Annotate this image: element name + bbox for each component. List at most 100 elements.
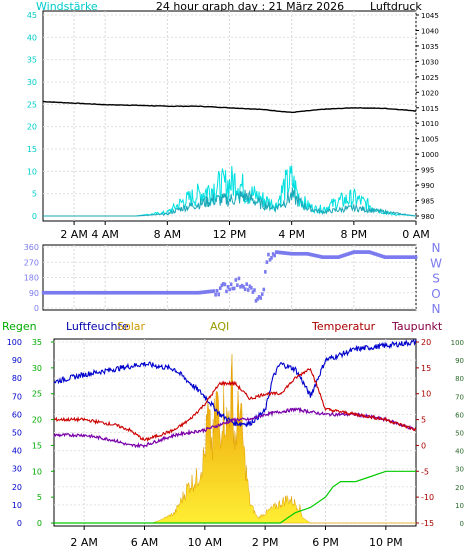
direction-point	[48, 290, 51, 295]
direction-point	[93, 290, 96, 295]
y-tick-label-rain: 25	[32, 390, 42, 399]
y-tick-label-temp: 20	[421, 338, 431, 347]
direction-point	[68, 290, 71, 295]
y-tick-label-right: 1020	[421, 89, 439, 97]
direction-point	[245, 282, 248, 286]
direction-point	[178, 290, 182, 295]
direction-point	[337, 255, 340, 259]
direction-point	[397, 255, 401, 259]
y-tick-label-humidity: 20	[12, 483, 22, 492]
y-tick-label-far-right: 30	[455, 466, 464, 474]
direction-point	[203, 290, 207, 294]
direction-point	[130, 290, 133, 295]
x-tick-label: 12 PM	[213, 228, 247, 241]
direction-point	[365, 250, 368, 254]
x-tick-label: 10 PM	[369, 536, 403, 549]
series-dewpoint	[53, 406, 417, 449]
legend-aqi: AQI	[210, 320, 229, 333]
direction-point	[229, 282, 233, 287]
direction-point	[110, 290, 113, 295]
direction-point	[86, 290, 90, 295]
direction-point	[264, 270, 267, 274]
direction-point	[206, 289, 210, 294]
y-tick-label-left: 25	[27, 100, 37, 109]
compass-label: N	[432, 241, 441, 255]
x-tick-label: 2 PM	[252, 536, 279, 549]
legend-solar: Solar	[117, 320, 146, 333]
direction-point	[208, 289, 211, 294]
x-tick-label: 10 AM	[188, 536, 223, 549]
direction-point	[354, 250, 357, 254]
direction-point	[407, 255, 410, 259]
direction-point	[153, 290, 157, 295]
x-tick-label: 2 AM	[70, 536, 98, 549]
direction-point	[156, 290, 160, 295]
direction-point	[116, 290, 119, 295]
y-tick-label-temp: 0	[421, 441, 426, 450]
direction-point	[408, 255, 412, 259]
y-tick-label-temp: -5	[421, 467, 429, 476]
direction-point	[399, 255, 402, 259]
direction-point	[386, 255, 390, 259]
direction-point	[340, 254, 343, 258]
direction-point	[319, 255, 323, 259]
y-tick-label: 0	[34, 304, 39, 313]
direction-point	[223, 282, 227, 287]
direction-point	[108, 290, 112, 295]
x-tick-label: 6 AM	[131, 536, 159, 549]
y-tick-label-far-right: 40	[455, 448, 464, 456]
direction-point	[141, 290, 144, 295]
y-tick-label-far-right: 80	[455, 375, 464, 383]
direction-point	[310, 252, 314, 257]
y-tick-label-humidity: 100	[7, 338, 22, 347]
y-tick-label-left: 40	[27, 33, 37, 42]
direction-point	[147, 290, 151, 295]
y-tick-label-humidity: 80	[12, 374, 22, 383]
direction-point	[226, 285, 230, 289]
y-tick-label-left: 10	[27, 167, 37, 176]
direction-point	[222, 282, 225, 286]
y-tick-label-temp: 5	[421, 416, 426, 425]
y-tick-label-right: 1040	[421, 27, 439, 35]
y-tick-label-temp: 15	[421, 364, 431, 373]
direction-point	[170, 290, 174, 295]
y-tick-label-rain: 20	[32, 416, 42, 425]
legend-regen: Regen	[2, 320, 37, 333]
direction-point	[85, 290, 88, 295]
direction-point	[343, 253, 346, 257]
y-tick-label-right: 1010	[421, 120, 439, 128]
direction-point	[346, 252, 350, 256]
direction-point	[268, 257, 272, 262]
direction-point	[282, 251, 286, 255]
direction-point	[239, 285, 242, 289]
direction-point	[57, 290, 60, 295]
y-tick-label-humidity: 60	[12, 410, 22, 419]
direction-point	[321, 255, 325, 259]
direction-point	[131, 290, 135, 295]
y-tick-label-humidity: 10	[12, 501, 22, 510]
direction-point	[142, 290, 146, 295]
direction-point	[152, 290, 155, 295]
direction-point	[173, 290, 177, 295]
direction-point	[313, 253, 317, 258]
direction-point	[100, 290, 104, 295]
direction-point	[312, 253, 315, 257]
direction-point	[383, 255, 387, 259]
direction-point	[187, 290, 191, 295]
direction-point	[309, 252, 312, 257]
direction-point	[155, 290, 158, 295]
direction-point	[117, 290, 121, 295]
y-tick-label-right: 1000	[421, 151, 439, 159]
direction-point	[296, 251, 300, 256]
y-tick-label-right: 1045	[421, 12, 439, 20]
y-tick-label-temp: -15	[421, 519, 434, 528]
direction-point	[74, 290, 78, 295]
axes-layer: 1009080706050403020100353025201510502015…	[7, 338, 464, 549]
series-pressure	[43, 100, 416, 114]
direction-point	[355, 250, 359, 254]
direction-point	[253, 288, 256, 292]
y-tick-label-far-right: 10	[455, 502, 464, 510]
direction-point	[360, 250, 364, 254]
